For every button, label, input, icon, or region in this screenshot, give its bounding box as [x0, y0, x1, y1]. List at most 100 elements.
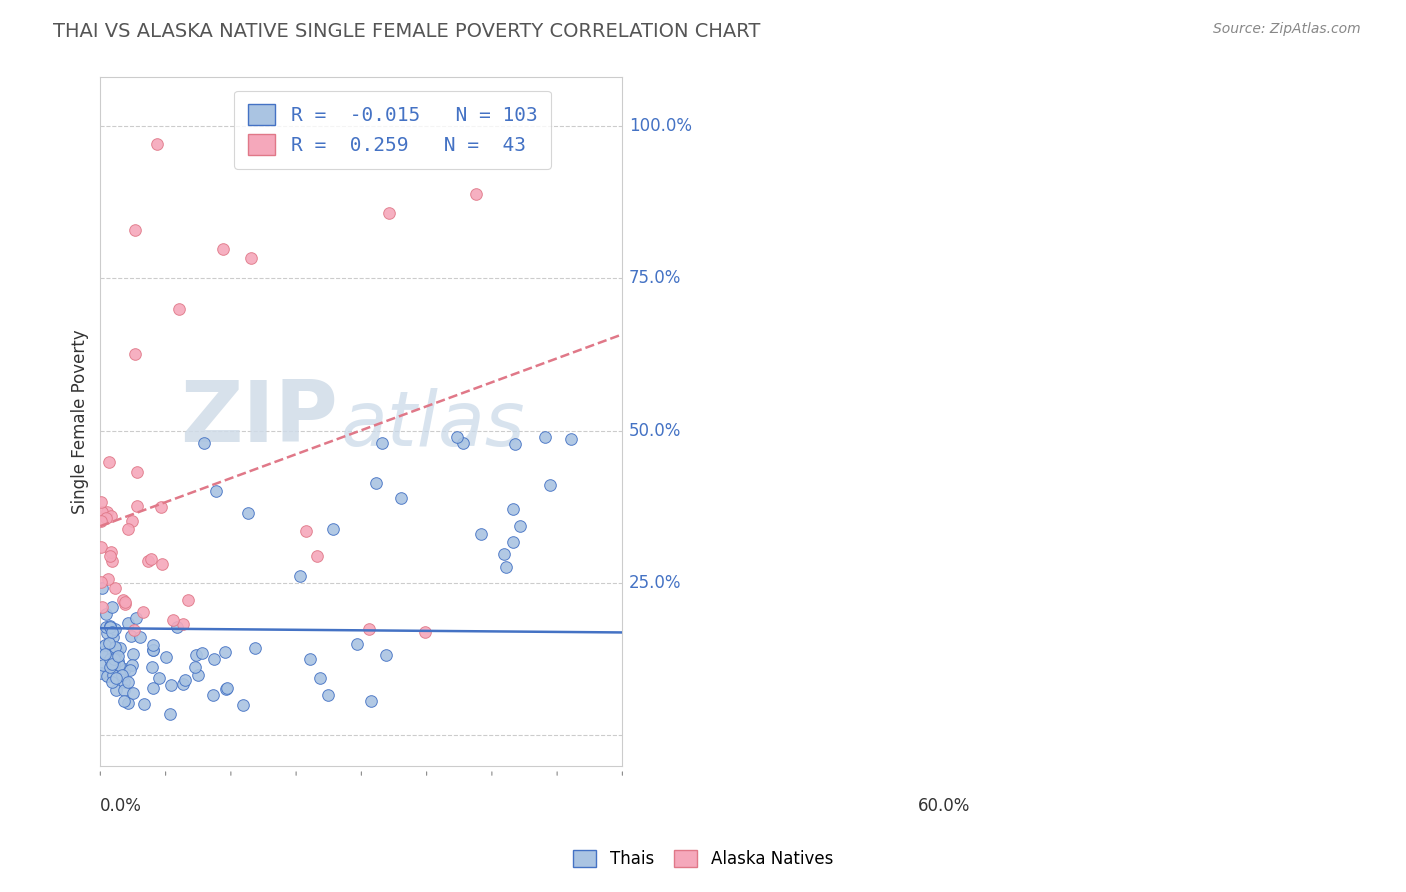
Point [534, 430, 557, 444]
Point [446, 430, 468, 444]
Text: 60.0%: 60.0% [918, 797, 970, 814]
Point [378, 206, 401, 220]
Point [346, 638, 368, 652]
Point [90, 645, 112, 659]
Point [470, 527, 492, 541]
Point [90, 495, 112, 509]
Point [101, 631, 124, 645]
Point [184, 659, 207, 673]
Point [413, 625, 436, 640]
Point [155, 650, 177, 665]
Point [236, 506, 259, 520]
Point [172, 616, 194, 631]
Point [101, 624, 124, 639]
Point [104, 622, 127, 636]
Point [90, 540, 112, 554]
Point [146, 137, 169, 152]
Point [90, 574, 112, 589]
Point [96, 511, 118, 525]
Text: 100.0%: 100.0% [628, 117, 692, 136]
Point [98, 455, 121, 469]
Point [150, 558, 173, 572]
Point [110, 640, 132, 655]
Point [114, 594, 136, 608]
Point [117, 696, 139, 710]
Point [190, 646, 212, 660]
Legend: R =  -0.015   N = 103, R =  0.259   N =  43: R = -0.015 N = 103, R = 0.259 N = 43 [235, 91, 551, 169]
Point [299, 652, 322, 666]
Point [111, 668, 134, 682]
Point [103, 657, 125, 671]
Point [112, 675, 135, 690]
Point [96, 505, 118, 519]
Point [91, 640, 114, 654]
Point [97, 635, 120, 649]
Point [322, 522, 344, 536]
Point [141, 660, 163, 674]
Point [120, 629, 142, 643]
Point [193, 435, 215, 450]
Point [215, 681, 238, 696]
Point [215, 682, 238, 697]
Point [232, 698, 254, 713]
Point [93, 658, 115, 673]
Text: THAI VS ALASKA NATIVE SINGLE FEMALE POVERTY CORRELATION CHART: THAI VS ALASKA NATIVE SINGLE FEMALE POVE… [53, 22, 761, 41]
Point [122, 647, 145, 661]
Point [125, 499, 148, 513]
Point [538, 477, 561, 491]
Point [105, 671, 128, 685]
Legend: Thais, Alaska Natives: Thais, Alaska Natives [567, 843, 839, 875]
Point [142, 681, 165, 695]
Text: ZIP: ZIP [180, 376, 337, 459]
Point [375, 648, 398, 662]
Point [172, 677, 194, 691]
Point [104, 663, 127, 677]
Text: Source: ZipAtlas.com: Source: ZipAtlas.com [1213, 22, 1361, 37]
Point [453, 435, 475, 450]
Point [509, 519, 531, 533]
Point [98, 549, 121, 564]
Point [316, 689, 339, 703]
Point [112, 683, 135, 698]
Point [96, 625, 118, 640]
Point [141, 643, 163, 657]
Point [502, 534, 524, 549]
Point [101, 599, 124, 614]
Point [142, 638, 165, 652]
Point [117, 522, 139, 536]
Text: 75.0%: 75.0% [628, 269, 681, 287]
Point [114, 662, 136, 676]
Point [97, 572, 120, 586]
Point [117, 616, 139, 631]
Point [136, 554, 159, 568]
Point [103, 656, 125, 670]
Point [103, 651, 125, 665]
Point [495, 559, 517, 574]
Point [107, 648, 129, 663]
Point [389, 491, 412, 505]
Point [98, 619, 121, 633]
Point [360, 694, 382, 708]
Point [150, 500, 173, 514]
Point [90, 514, 112, 528]
Point [359, 622, 381, 636]
Point [121, 657, 143, 672]
Point [187, 667, 209, 681]
Point [91, 600, 114, 615]
Text: 0.0%: 0.0% [100, 797, 142, 814]
Point [103, 645, 125, 659]
Point [243, 640, 266, 655]
Point [132, 605, 155, 619]
Point [502, 501, 524, 516]
Point [122, 623, 145, 637]
Point [560, 432, 582, 446]
Point [167, 301, 190, 316]
Point [94, 607, 117, 621]
Point [494, 547, 516, 561]
Point [166, 620, 188, 634]
Point [100, 545, 122, 559]
Point [104, 640, 127, 655]
Point [90, 665, 112, 680]
Point [139, 551, 162, 566]
Point [118, 663, 141, 677]
